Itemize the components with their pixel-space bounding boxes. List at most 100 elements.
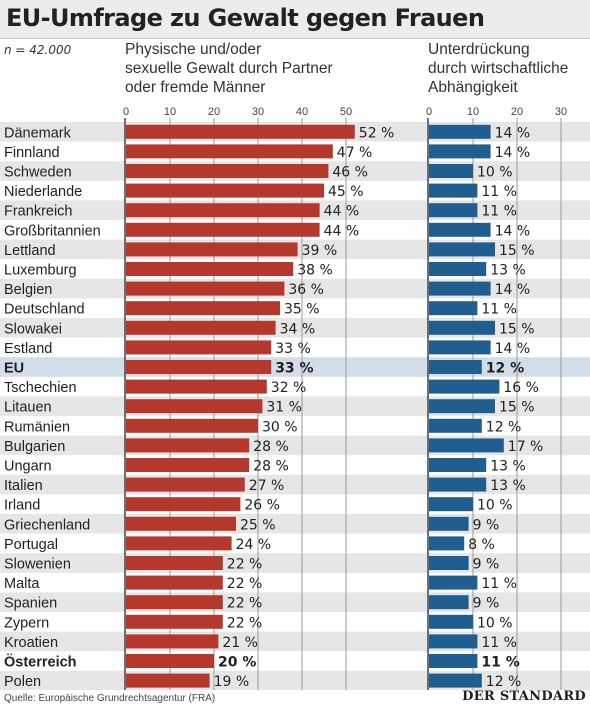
- right-bar-irland: [429, 497, 473, 512]
- country-label-spanien: Spanien: [4, 596, 57, 612]
- left-bar-tschechien: [126, 379, 267, 394]
- left-value-label-schweden: 46 %: [332, 165, 368, 181]
- left-bar-eu: [126, 360, 272, 374]
- left-value-label-deutschland: 35 %: [284, 302, 320, 318]
- right-bar-luxemburg: [429, 262, 487, 276]
- sample-size-label: n = 42.000: [4, 43, 72, 57]
- left-value-label-polen: 19 %: [214, 674, 250, 690]
- left-bar-bulgarien: [126, 438, 250, 453]
- left-value-label-spanien: 22 %: [227, 596, 263, 612]
- row-band-spanien: [0, 592, 590, 612]
- left-value-label-belgien: 36 %: [288, 282, 324, 298]
- right-bar-niederlande: [429, 183, 478, 198]
- right-value-label-oesterreich: 11 %: [481, 655, 519, 671]
- right-bar-slowenien: [429, 556, 469, 570]
- country-label-grossbritannien: Großbritannien: [4, 223, 101, 239]
- left-bar-frankreich: [126, 203, 320, 218]
- left-bar-daenemark: [126, 124, 355, 139]
- right-tick-label-10: 10: [467, 106, 479, 118]
- right-value-label-ungarn: 13 %: [490, 459, 526, 475]
- title-bar: EU-Umfrage zu Gewalt gegen Frauen: [0, 0, 590, 39]
- right-bar-frankreich: [429, 203, 478, 218]
- left-bar-malta: [126, 575, 223, 590]
- left-value-label-ungarn: 28 %: [253, 459, 289, 475]
- right-bar-bulgarien: [429, 438, 504, 453]
- right-value-label-frankreich: 11 %: [481, 204, 517, 220]
- right-value-label-luxemburg: 13 %: [490, 263, 526, 279]
- right-value-label-eu: 12 %: [486, 361, 524, 377]
- left-value-label-portugal: 24 %: [236, 537, 272, 553]
- left-value-label-tschechien: 32 %: [271, 380, 307, 396]
- right-bar-deutschland: [429, 301, 478, 316]
- left-panel-title-line-1: Physische und/oder: [125, 41, 262, 58]
- right-value-label-finnland: 14 %: [495, 145, 531, 161]
- left-value-label-niederlande: 45 %: [328, 184, 364, 200]
- left-value-label-daenemark: 52 %: [359, 125, 395, 141]
- left-bar-deutschland: [126, 301, 280, 316]
- country-label-ungarn: Ungarn: [4, 459, 52, 475]
- right-value-label-zypern: 10 %: [477, 615, 513, 631]
- right-value-label-malta: 11 %: [481, 576, 517, 592]
- right-value-label-estland: 14 %: [495, 341, 531, 357]
- right-bar-belgien: [429, 281, 491, 296]
- right-bar-estland: [429, 340, 491, 355]
- right-bar-schweden: [429, 164, 473, 178]
- country-label-belgien: Belgien: [4, 282, 52, 298]
- right-value-label-portugal: 8 %: [468, 537, 495, 553]
- right-bar-slowakei: [429, 320, 495, 335]
- country-label-deutschland: Deutschland: [4, 302, 85, 318]
- left-bar-irland: [126, 497, 241, 512]
- left-value-label-luxemburg: 38 %: [297, 263, 333, 279]
- right-value-label-niederlande: 11 %: [481, 184, 517, 200]
- left-panel-title-line-3: oder fremde Männer: [125, 79, 266, 96]
- left-panel-title: Physische und/oder sexuelle Gewalt durch…: [125, 40, 333, 97]
- right-bar-ungarn: [429, 458, 487, 472]
- row-band-slowenien: [0, 553, 590, 573]
- country-label-lettland: Lettland: [4, 243, 56, 259]
- country-label-tschechien: Tschechien: [4, 380, 77, 396]
- country-label-slowakei: Slowakei: [4, 321, 62, 337]
- left-value-label-slowakei: 34 %: [280, 321, 316, 337]
- right-tick-label-0: 0: [426, 106, 432, 118]
- country-label-zypern: Zypern: [4, 615, 49, 631]
- left-bar-finnland: [126, 144, 333, 159]
- left-bar-slowakei: [126, 320, 276, 335]
- right-bar-malta: [429, 575, 478, 590]
- country-label-estland: Estland: [4, 341, 52, 357]
- right-bar-daenemark: [429, 124, 491, 139]
- left-bar-kroatien: [126, 634, 219, 649]
- left-tick-label-10: 10: [164, 106, 176, 118]
- left-value-label-zypern: 22 %: [227, 615, 263, 631]
- country-label-polen: Polen: [4, 674, 41, 690]
- left-value-label-rumaenien: 30 %: [262, 419, 298, 435]
- left-value-label-lettland: 39 %: [302, 243, 338, 259]
- country-label-oesterreich: Österreich: [4, 654, 77, 671]
- country-label-bulgarien: Bulgarien: [4, 439, 65, 455]
- left-bar-oesterreich: [126, 654, 214, 668]
- left-value-label-bulgarien: 28 %: [253, 439, 289, 455]
- right-value-label-rumaenien: 12 %: [486, 419, 522, 435]
- right-bar-rumaenien: [429, 418, 482, 433]
- bar-chart: 0 10 20 30 40 50 0 10 20 30 Dänemark 52 % 14 % Finnla…: [0, 106, 590, 690]
- right-tick-label-20: 20: [511, 106, 523, 118]
- left-bar-rumaenien: [126, 418, 258, 433]
- right-value-label-belgien: 14 %: [495, 282, 531, 298]
- left-bar-schweden: [126, 164, 329, 178]
- left-bar-griechenland: [126, 516, 236, 531]
- right-value-label-italien: 13 %: [490, 478, 526, 494]
- right-tick-label-30: 30: [555, 106, 567, 118]
- right-bar-griechenland: [429, 516, 469, 531]
- left-value-label-italien: 27 %: [249, 478, 285, 494]
- right-value-label-griechenland: 9 %: [473, 517, 500, 533]
- right-bar-oesterreich: [429, 654, 478, 668]
- right-value-label-bulgarien: 17 %: [508, 439, 544, 455]
- country-label-irland: Irland: [4, 498, 40, 514]
- right-panel-title-line-3: Abhängigkeit: [428, 79, 518, 96]
- left-bar-spanien: [126, 595, 223, 610]
- right-panel-title: Unterdrückung durch wirtschaftliche Abhä…: [428, 40, 568, 97]
- left-value-label-irland: 26 %: [244, 498, 280, 514]
- country-label-griechenland: Griechenland: [4, 517, 90, 533]
- source-note: Quelle: Europäische Grundrechtsagentur (…: [4, 693, 216, 704]
- country-label-slowenien: Slowenien: [4, 557, 71, 573]
- left-value-label-griechenland: 25 %: [240, 517, 276, 533]
